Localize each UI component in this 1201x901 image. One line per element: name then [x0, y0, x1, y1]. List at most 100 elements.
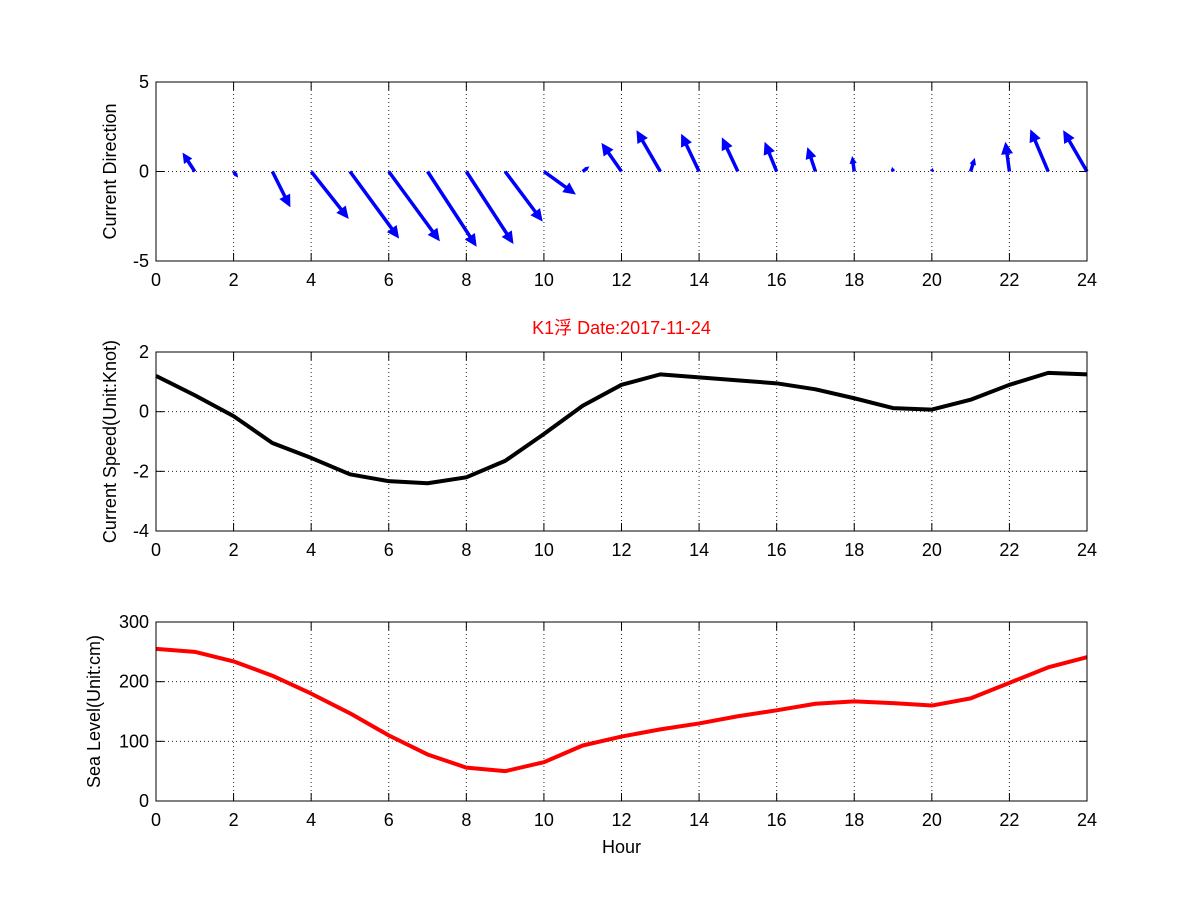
arrow-head — [636, 130, 648, 145]
arrow-head — [601, 142, 614, 157]
x-tick-label: 24 — [1077, 270, 1097, 290]
arrow-shaft — [185, 158, 197, 173]
arrow-shaft — [724, 145, 740, 173]
arrow-head — [584, 166, 590, 171]
x-tick-label: 2 — [229, 270, 239, 290]
y-tick-label: 0 — [139, 791, 149, 811]
x-tick-label: 20 — [922, 810, 942, 830]
y-tick-label: 300 — [119, 612, 149, 632]
arrow-head — [427, 227, 440, 242]
x-tick-label: 4 — [306, 810, 316, 830]
arrow-head — [721, 137, 733, 152]
y-tick-label: 2 — [139, 342, 149, 362]
arrow-5 — [348, 170, 400, 239]
y-tick-label: -5 — [133, 251, 149, 271]
arrow-shaft — [1066, 137, 1089, 173]
arrow-10 — [542, 170, 576, 195]
arrow-24 — [1063, 130, 1089, 173]
arrow-head — [930, 167, 934, 171]
arrow-shaft — [542, 170, 570, 191]
x-tick-label: 16 — [767, 810, 787, 830]
arrow-9 — [503, 170, 543, 222]
axes-frame — [155, 81, 1088, 262]
arrow-18 — [849, 156, 857, 172]
arrow-head — [1001, 141, 1014, 155]
x-tick-label: 14 — [689, 540, 709, 560]
arrow-1 — [182, 152, 197, 173]
arrow-head — [182, 152, 193, 164]
arrow-shaft — [309, 170, 345, 213]
x-tick-label: 24 — [1077, 810, 1097, 830]
arrow-shaft — [270, 170, 288, 200]
y-tick-label: 200 — [119, 672, 149, 692]
chart-title: K1浮 Date:2017-11-24 — [532, 318, 711, 338]
arrow-shaft — [426, 170, 473, 240]
x-tick-label: 12 — [611, 540, 631, 560]
y-tick-label: 0 — [139, 402, 149, 422]
arrow-head — [849, 156, 857, 164]
arrow-7 — [426, 170, 477, 247]
arrow-shaft — [348, 170, 395, 232]
y-tick-label: 100 — [119, 731, 149, 751]
x-tick-label: 2 — [229, 540, 239, 560]
x-tick-label: 0 — [151, 810, 161, 830]
x-tick-label: 8 — [461, 810, 471, 830]
x-tick-label: 16 — [767, 270, 787, 290]
arrow-head — [279, 193, 291, 208]
arrow-15 — [721, 137, 740, 173]
x-tick-label: 0 — [151, 270, 161, 290]
y-tick-label: 0 — [139, 162, 149, 182]
arrow-shaft — [1004, 150, 1012, 172]
arrow-2 — [232, 170, 239, 178]
y-axis-label: Current Speed(Unit:Knot) — [100, 340, 120, 543]
arrow-shaft — [605, 149, 623, 173]
arrow-21 — [968, 157, 976, 173]
x-tick-label: 4 — [306, 540, 316, 560]
x-tick-label: 2 — [229, 810, 239, 830]
arrow-8 — [464, 170, 514, 245]
arrow-shaft — [639, 137, 662, 173]
x-tick-label: 6 — [384, 810, 394, 830]
arrow-4 — [309, 170, 349, 219]
x-tick-label: 10 — [534, 270, 554, 290]
arrow-20 — [930, 167, 935, 172]
y-tick-label: -4 — [133, 521, 149, 541]
arrow-head — [562, 182, 576, 195]
x-tick-label: 12 — [611, 270, 631, 290]
arrow-19 — [890, 166, 895, 172]
arrow-23 — [1029, 129, 1050, 173]
arrow-shaft — [387, 170, 436, 235]
arrow-16 — [763, 141, 779, 173]
x-tick-label: 4 — [306, 270, 316, 290]
x-tick-label: 8 — [461, 540, 471, 560]
x-tick-label: 6 — [384, 270, 394, 290]
arrow-shaft — [808, 155, 818, 173]
axes-frame — [155, 351, 1088, 532]
arrow-head — [763, 141, 775, 156]
arrow-head — [1029, 129, 1041, 144]
arrow-shaft — [683, 141, 701, 173]
arrow-17 — [805, 147, 818, 173]
axes-frame — [155, 621, 1088, 802]
x-tick-label: 18 — [844, 810, 864, 830]
arrow-14 — [681, 133, 701, 173]
x-tick-label: 10 — [534, 810, 554, 830]
x-tick-label: 24 — [1077, 540, 1097, 560]
arrow-shaft — [766, 149, 779, 173]
x-tick-label: 6 — [384, 540, 394, 560]
arrow-shaft — [1032, 137, 1050, 173]
arrow-head — [805, 147, 817, 160]
x-tick-label: 22 — [999, 270, 1019, 290]
arrow-13 — [636, 130, 662, 173]
arrow-head — [891, 166, 895, 171]
arrow-head — [501, 230, 514, 245]
x-tick-label: 20 — [922, 270, 942, 290]
x-tick-label: 16 — [767, 540, 787, 560]
x-tick-label: 14 — [689, 810, 709, 830]
arrow-head — [530, 208, 543, 222]
x-tick-label: 18 — [844, 540, 864, 560]
x-tick-label: 8 — [461, 270, 471, 290]
arrow-shaft — [503, 170, 539, 216]
